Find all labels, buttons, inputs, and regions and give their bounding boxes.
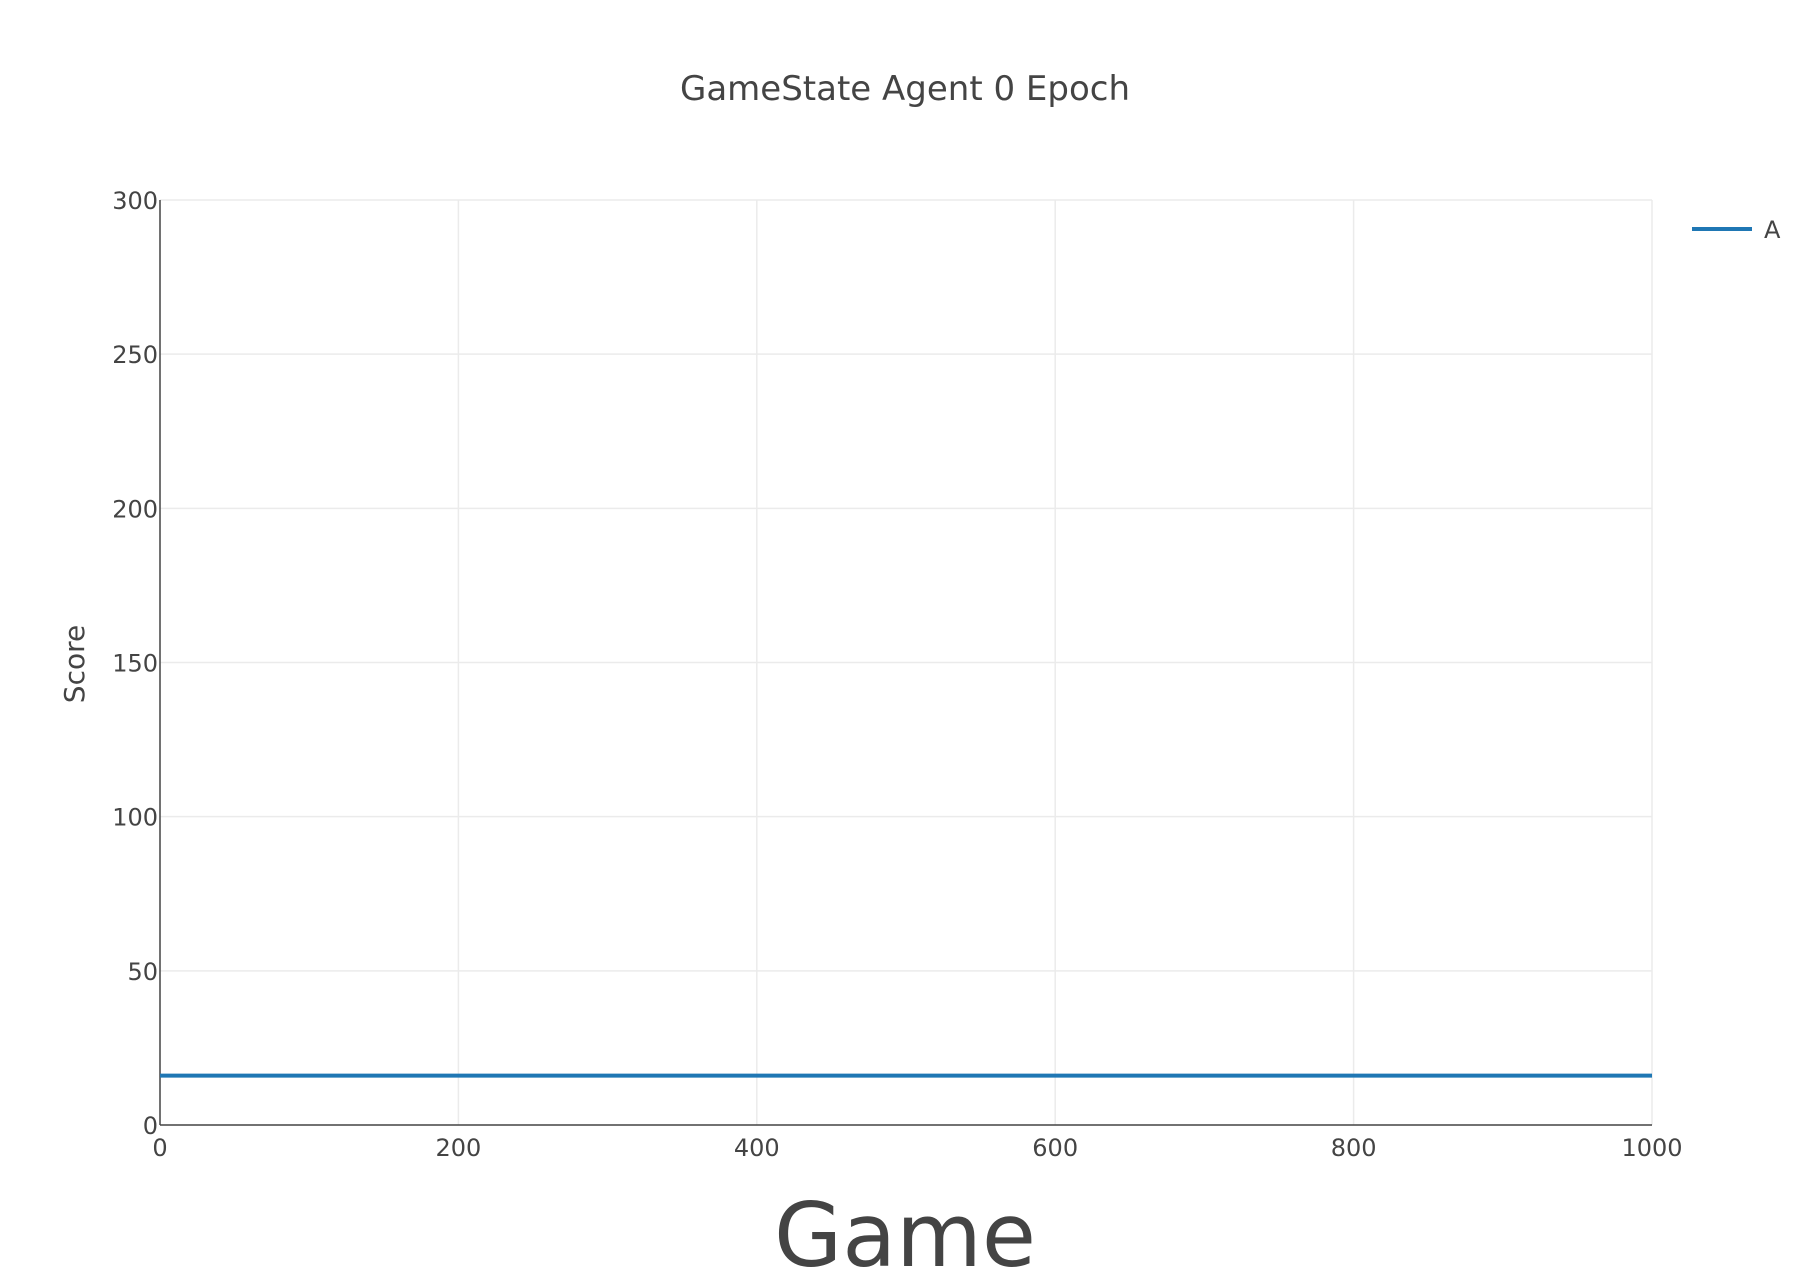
y-tick-label: 150: [112, 650, 158, 678]
y-tick-label: 0: [143, 1112, 158, 1140]
y-tick-labels: 0 50 100 150 200 250 300: [112, 187, 158, 1140]
legend[interactable]: A: [1692, 216, 1781, 244]
x-axis-title: Game: [774, 1184, 1036, 1284]
legend-label-a: A: [1764, 216, 1781, 244]
y-tick-label: 250: [112, 341, 158, 369]
y-axis-title: Score: [58, 625, 91, 703]
grid: [160, 199, 1653, 1125]
x-tick-labels: 0 200 400 600 800 1000: [152, 1134, 1682, 1162]
x-tick-label: 600: [1032, 1134, 1078, 1162]
x-tick-label: 200: [435, 1134, 481, 1162]
x-tick-label: 0: [152, 1134, 167, 1162]
y-tick-label: 100: [112, 804, 158, 832]
chart-title: GameState Agent 0 Epoch: [680, 69, 1130, 109]
x-tick-label: 1000: [1621, 1134, 1682, 1162]
x-tick-label: 400: [734, 1134, 780, 1162]
axes: [159, 200, 1652, 1126]
x-tick-label: 800: [1331, 1134, 1377, 1162]
y-tick-label: 200: [112, 495, 158, 523]
y-tick-label: 50: [127, 958, 158, 986]
y-tick-label: 300: [112, 187, 158, 215]
